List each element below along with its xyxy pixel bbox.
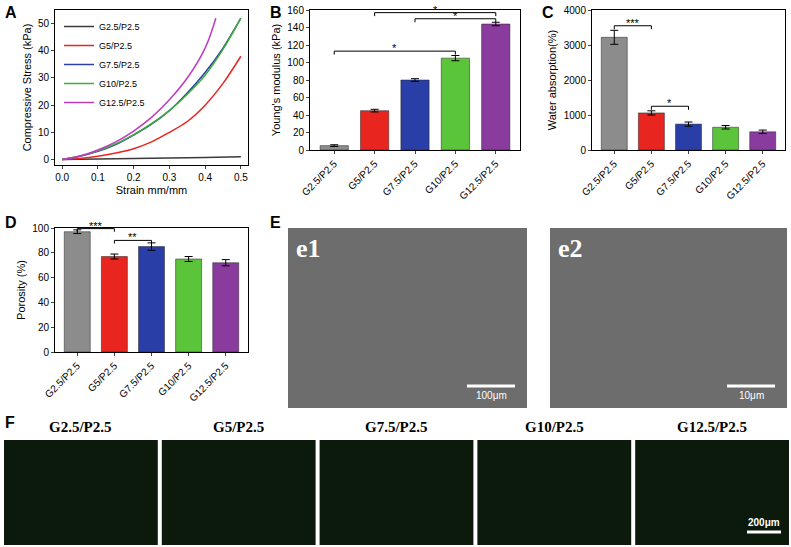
svg-text:20: 20 <box>38 100 50 111</box>
svg-text:G10/P2.5: G10/P2.5 <box>423 158 461 196</box>
svg-text:100μm: 100μm <box>476 390 507 401</box>
svg-text:G2.5/P2.5: G2.5/P2.5 <box>43 360 83 400</box>
svg-text:G7.5/P2.5: G7.5/P2.5 <box>365 419 428 435</box>
svg-text:G5/P2.5: G5/P2.5 <box>346 158 380 192</box>
svg-text:2000: 2000 <box>564 75 587 86</box>
svg-text:G5/P2.5: G5/P2.5 <box>623 158 657 192</box>
svg-text:***: *** <box>626 17 640 29</box>
svg-text:G10/P2.5: G10/P2.5 <box>99 79 137 89</box>
svg-text:e1: e1 <box>296 234 321 263</box>
svg-text:20: 20 <box>293 127 305 138</box>
svg-text:80: 80 <box>293 75 305 86</box>
svg-text:G2.5/P2.5: G2.5/P2.5 <box>300 158 340 198</box>
svg-text:10μm: 10μm <box>739 390 764 401</box>
svg-text:Strain mm/mm: Strain mm/mm <box>116 184 188 196</box>
svg-text:G12.5/P2.5: G12.5/P2.5 <box>677 419 747 435</box>
svg-text:100: 100 <box>287 57 304 68</box>
svg-text:G5/P2.5: G5/P2.5 <box>213 419 264 435</box>
svg-text:0.4: 0.4 <box>198 172 212 183</box>
svg-text:e2: e2 <box>558 234 583 263</box>
svg-text:Compressive Stress (kPa): Compressive Stress (kPa) <box>21 24 33 152</box>
svg-text:G12.5/P2.5: G12.5/P2.5 <box>724 158 768 202</box>
svg-text:0.2: 0.2 <box>127 172 141 183</box>
svg-text:G10/P2.5: G10/P2.5 <box>156 360 194 398</box>
svg-text:G2.5/P2.5: G2.5/P2.5 <box>99 22 140 32</box>
svg-text:G2.5/P2.5: G2.5/P2.5 <box>49 419 112 435</box>
svg-text:E: E <box>270 214 281 231</box>
svg-text:Porosity (%): Porosity (%) <box>15 260 27 320</box>
svg-text:100: 100 <box>32 223 49 234</box>
svg-text:A: A <box>5 4 17 21</box>
svg-text:40: 40 <box>38 297 50 308</box>
svg-text:200μm: 200μm <box>748 517 780 528</box>
svg-text:0.0: 0.0 <box>55 172 69 183</box>
svg-text:0: 0 <box>298 145 304 156</box>
svg-text:Young's modulus (kPa): Young's modulus (kPa) <box>270 24 282 136</box>
svg-text:40: 40 <box>293 110 305 121</box>
svg-text:1000: 1000 <box>564 110 587 121</box>
svg-text:G12.5/P2.5: G12.5/P2.5 <box>99 98 145 108</box>
svg-text:G10/P2.5: G10/P2.5 <box>525 419 584 435</box>
svg-text:Water absorption(%): Water absorption(%) <box>546 30 558 130</box>
svg-text:50: 50 <box>38 18 50 29</box>
svg-text:0.3: 0.3 <box>162 172 176 183</box>
svg-text:D: D <box>5 214 17 231</box>
svg-text:0.5: 0.5 <box>234 172 248 183</box>
svg-text:C: C <box>542 4 554 21</box>
svg-text:0: 0 <box>43 347 49 358</box>
svg-text:***: *** <box>89 220 103 232</box>
svg-text:B: B <box>270 4 282 21</box>
svg-text:30: 30 <box>38 72 50 83</box>
svg-text:*: * <box>392 42 397 54</box>
svg-text:80: 80 <box>38 247 50 258</box>
svg-text:120: 120 <box>287 40 304 51</box>
svg-text:**: ** <box>128 231 137 243</box>
svg-text:G7.5/P2.5: G7.5/P2.5 <box>654 158 694 198</box>
svg-text:*: * <box>433 4 438 16</box>
svg-text:40: 40 <box>38 45 50 56</box>
svg-text:G5/P2.5: G5/P2.5 <box>86 360 120 394</box>
svg-text:G10/P2.5: G10/P2.5 <box>693 158 731 196</box>
svg-text:G7.5/P2.5: G7.5/P2.5 <box>117 360 157 400</box>
svg-text:20: 20 <box>38 322 50 333</box>
svg-text:10: 10 <box>38 127 50 138</box>
svg-text:G7.5/P2.5: G7.5/P2.5 <box>380 158 420 198</box>
svg-text:0: 0 <box>43 154 49 165</box>
svg-text:160: 160 <box>287 5 304 16</box>
svg-text:G2.5/P2.5: G2.5/P2.5 <box>580 158 620 198</box>
svg-text:4000: 4000 <box>564 5 587 16</box>
svg-text:G12.5/P2.5: G12.5/P2.5 <box>457 158 501 202</box>
svg-text:0: 0 <box>580 145 586 156</box>
svg-text:G12.5/P2.5: G12.5/P2.5 <box>187 360 231 404</box>
svg-text:*: * <box>453 10 458 22</box>
svg-text:*: * <box>667 97 672 109</box>
svg-text:140: 140 <box>287 22 304 33</box>
svg-text:G5/P2.5: G5/P2.5 <box>99 41 132 51</box>
svg-text:G7.5/P2.5: G7.5/P2.5 <box>99 60 140 70</box>
svg-text:3000: 3000 <box>564 40 587 51</box>
svg-text:60: 60 <box>293 92 305 103</box>
svg-text:F: F <box>5 414 15 431</box>
svg-text:0.1: 0.1 <box>91 172 105 183</box>
svg-text:60: 60 <box>38 272 50 283</box>
